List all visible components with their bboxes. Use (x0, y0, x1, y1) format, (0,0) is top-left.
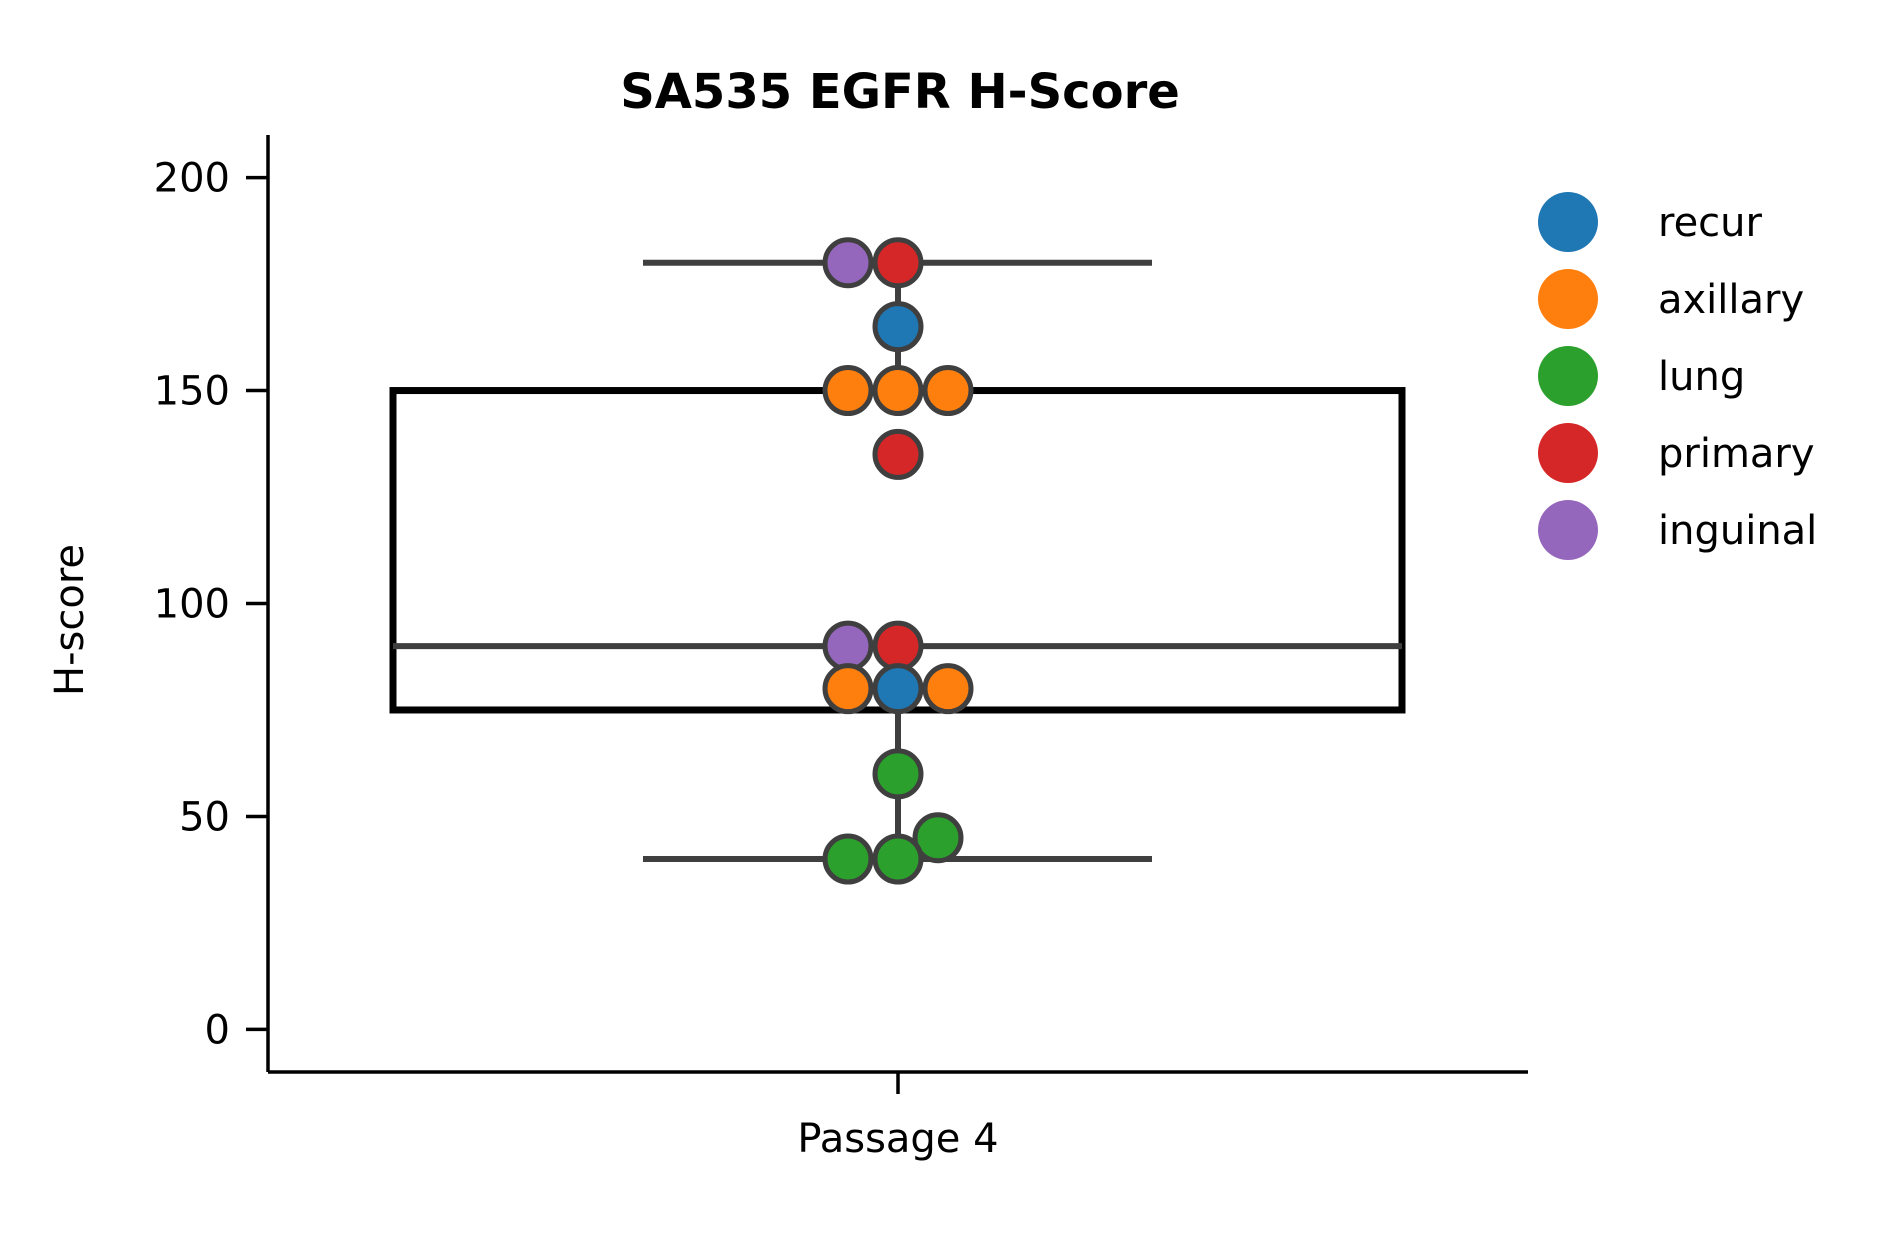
data-point-lung (822, 833, 874, 885)
legend-marker-axillary (1538, 269, 1598, 329)
data-point-primary (872, 620, 924, 672)
data-point-inguinal (822, 237, 874, 289)
legend-marker-recur (1538, 192, 1598, 252)
plot-area (389, 237, 1406, 885)
data-point-recur (872, 663, 924, 715)
legend: recur axillary lung primary inguinal (1538, 192, 1817, 560)
legend-marker-primary (1538, 423, 1598, 483)
axes: 0 50 100 150 200 Passage 4 (154, 135, 1528, 1162)
legend-marker-inguinal (1538, 500, 1598, 560)
data-point-primary (872, 428, 924, 480)
data-point-lung (872, 833, 924, 885)
legend-label-axillary: axillary (1658, 277, 1804, 323)
data-point-axillary (872, 365, 924, 417)
data-point-inguinal (822, 620, 874, 672)
data-point-recur (872, 301, 924, 353)
data-point-axillary (822, 365, 874, 417)
data-point-axillary (922, 663, 974, 715)
y-tick-label: 200 (154, 156, 230, 202)
y-tick-label: 100 (154, 582, 230, 628)
data-point-axillary (822, 663, 874, 715)
y-tick-label: 150 (154, 369, 230, 415)
legend-label-lung: lung (1658, 354, 1745, 400)
x-tick-label: Passage 4 (797, 1116, 998, 1162)
data-point-axillary (922, 365, 974, 417)
legend-label-recur: recur (1658, 200, 1763, 246)
data-point-lung (912, 812, 964, 864)
legend-marker-lung (1538, 346, 1598, 406)
y-tick-label: 50 (179, 794, 230, 840)
y-tick-label: 0 (205, 1007, 230, 1053)
legend-label-inguinal: inguinal (1658, 508, 1817, 554)
data-point-lung (872, 748, 924, 800)
y-axis-label: H-score (47, 544, 93, 696)
legend-label-primary: primary (1658, 431, 1815, 477)
chart-title: SA535 EGFR H-Score (620, 64, 1180, 120)
data-point-primary (872, 237, 924, 289)
